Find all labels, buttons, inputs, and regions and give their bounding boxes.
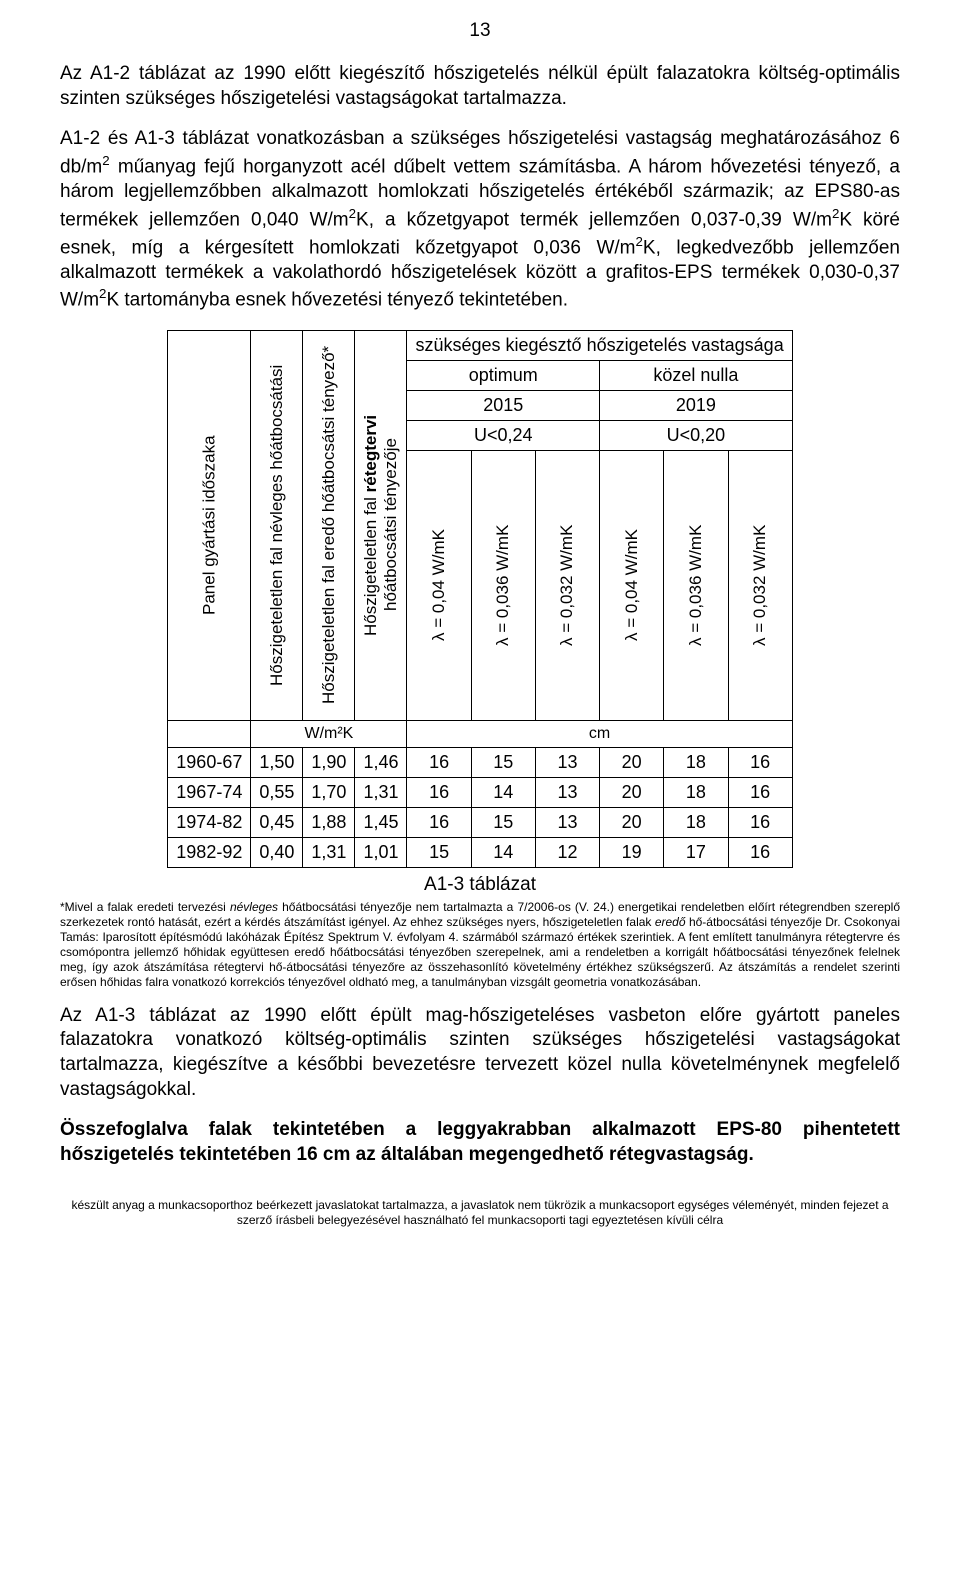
- col-header-layer: Hőszigeteletlen fal rétegtervi hőátbocsá…: [355, 330, 407, 720]
- cell: 19: [600, 837, 664, 867]
- cell: 1,70: [303, 777, 355, 807]
- cell: 15: [407, 837, 471, 867]
- cell: 17: [664, 837, 728, 867]
- unit-cm: cm: [407, 720, 792, 747]
- cell: 1,88: [303, 807, 355, 837]
- lambda-b: λ = 0,036 W/mK: [471, 450, 535, 720]
- col4-line1: Hőszigeteletlen fal: [361, 497, 380, 636]
- lambda-e: λ = 0,036 W/mK: [664, 450, 728, 720]
- year-2019: 2019: [600, 390, 793, 420]
- group-header: szükséges kiegésztő hőszigetelés vastags…: [407, 330, 792, 360]
- cell: 20: [600, 807, 664, 837]
- cell: 1,50: [251, 747, 303, 777]
- year-2015: 2015: [407, 390, 600, 420]
- col4-bold: rétegtervi: [361, 414, 380, 491]
- page-number: 13: [60, 20, 900, 42]
- table-row: 1974-82 0,45 1,88 1,45 16 15 13 20 18 16: [168, 807, 792, 837]
- cell: 16: [407, 747, 471, 777]
- lambda-a: λ = 0,04 W/mK: [407, 450, 471, 720]
- cell: 20: [600, 747, 664, 777]
- cell: 13: [535, 777, 599, 807]
- cell: 12: [535, 837, 599, 867]
- cell: 13: [535, 747, 599, 777]
- cell: 1,46: [355, 747, 407, 777]
- cell: 13: [535, 807, 599, 837]
- optimum-header: optimum: [407, 360, 600, 390]
- cell: 16: [407, 807, 471, 837]
- cell: 16: [728, 747, 792, 777]
- near-zero-header: közel nulla: [600, 360, 793, 390]
- cell: 16: [407, 777, 471, 807]
- table-footnote: *Mivel a falak eredeti tervezési névlege…: [60, 900, 900, 990]
- cell: 1960-67: [168, 747, 251, 777]
- cell: 1,31: [303, 837, 355, 867]
- cell: 1,90: [303, 747, 355, 777]
- paragraph-3: Az A1-3 táblázat az 1990 előtt épült mag…: [60, 1004, 900, 1103]
- cell: 18: [664, 777, 728, 807]
- cell: 1974-82: [168, 807, 251, 837]
- lambda-c: λ = 0,032 W/mK: [535, 450, 599, 720]
- cell: 0,55: [251, 777, 303, 807]
- cell: 14: [471, 837, 535, 867]
- cell: 0,45: [251, 807, 303, 837]
- cell: 18: [664, 747, 728, 777]
- cell: 14: [471, 777, 535, 807]
- col-header-resultant: Hőszigeteletlen fal eredő hőátbocsátsi t…: [303, 330, 355, 720]
- page-footer: készült anyag a munkacsoporthoz beérkeze…: [60, 1198, 900, 1229]
- cell: 18: [664, 807, 728, 837]
- paragraph-1: Az A1-2 táblázat az 1990 előtt kiegészít…: [60, 62, 900, 111]
- cell: 20: [600, 777, 664, 807]
- cell: 1,45: [355, 807, 407, 837]
- lambda-d: λ = 0,04 W/mK: [600, 450, 664, 720]
- cell: 1,01: [355, 837, 407, 867]
- cell: 1,31: [355, 777, 407, 807]
- table-a1-3: Panel gyártási időszaka Hőszigeteletlen …: [167, 330, 792, 868]
- u-020: U<0,20: [600, 420, 793, 450]
- table-caption: A1-3 táblázat: [60, 874, 900, 896]
- table-row: 1967-74 0,55 1,70 1,31 16 14 13 20 18 16: [168, 777, 792, 807]
- u-024: U<0,24: [407, 420, 600, 450]
- table-row: 1982-92 0,40 1,31 1,01 15 14 12 19 17 16: [168, 837, 792, 867]
- col4-line2: hőátbocsátsi tényezője: [381, 439, 400, 612]
- cell: 1982-92: [168, 837, 251, 867]
- paragraph-4-summary: Összefoglalva falak tekintetében a leggy…: [60, 1118, 900, 1167]
- paragraph-2: A1-2 és A1-3 táblázat vonatkozásban a sz…: [60, 127, 900, 313]
- col-header-period: Panel gyártási időszaka: [168, 330, 251, 720]
- cell: 15: [471, 747, 535, 777]
- cell: 16: [728, 777, 792, 807]
- unit-wm2k: W/m²K: [251, 720, 407, 747]
- cell: 16: [728, 837, 792, 867]
- col-header-nominal: Hőszigeteletlen fal névleges hőátbocsátá…: [251, 330, 303, 720]
- table-row: 1960-67 1,50 1,90 1,46 16 15 13 20 18 16: [168, 747, 792, 777]
- lambda-f: λ = 0,032 W/mK: [728, 450, 792, 720]
- cell: 0,40: [251, 837, 303, 867]
- cell: 15: [471, 807, 535, 837]
- cell: 1967-74: [168, 777, 251, 807]
- cell: 16: [728, 807, 792, 837]
